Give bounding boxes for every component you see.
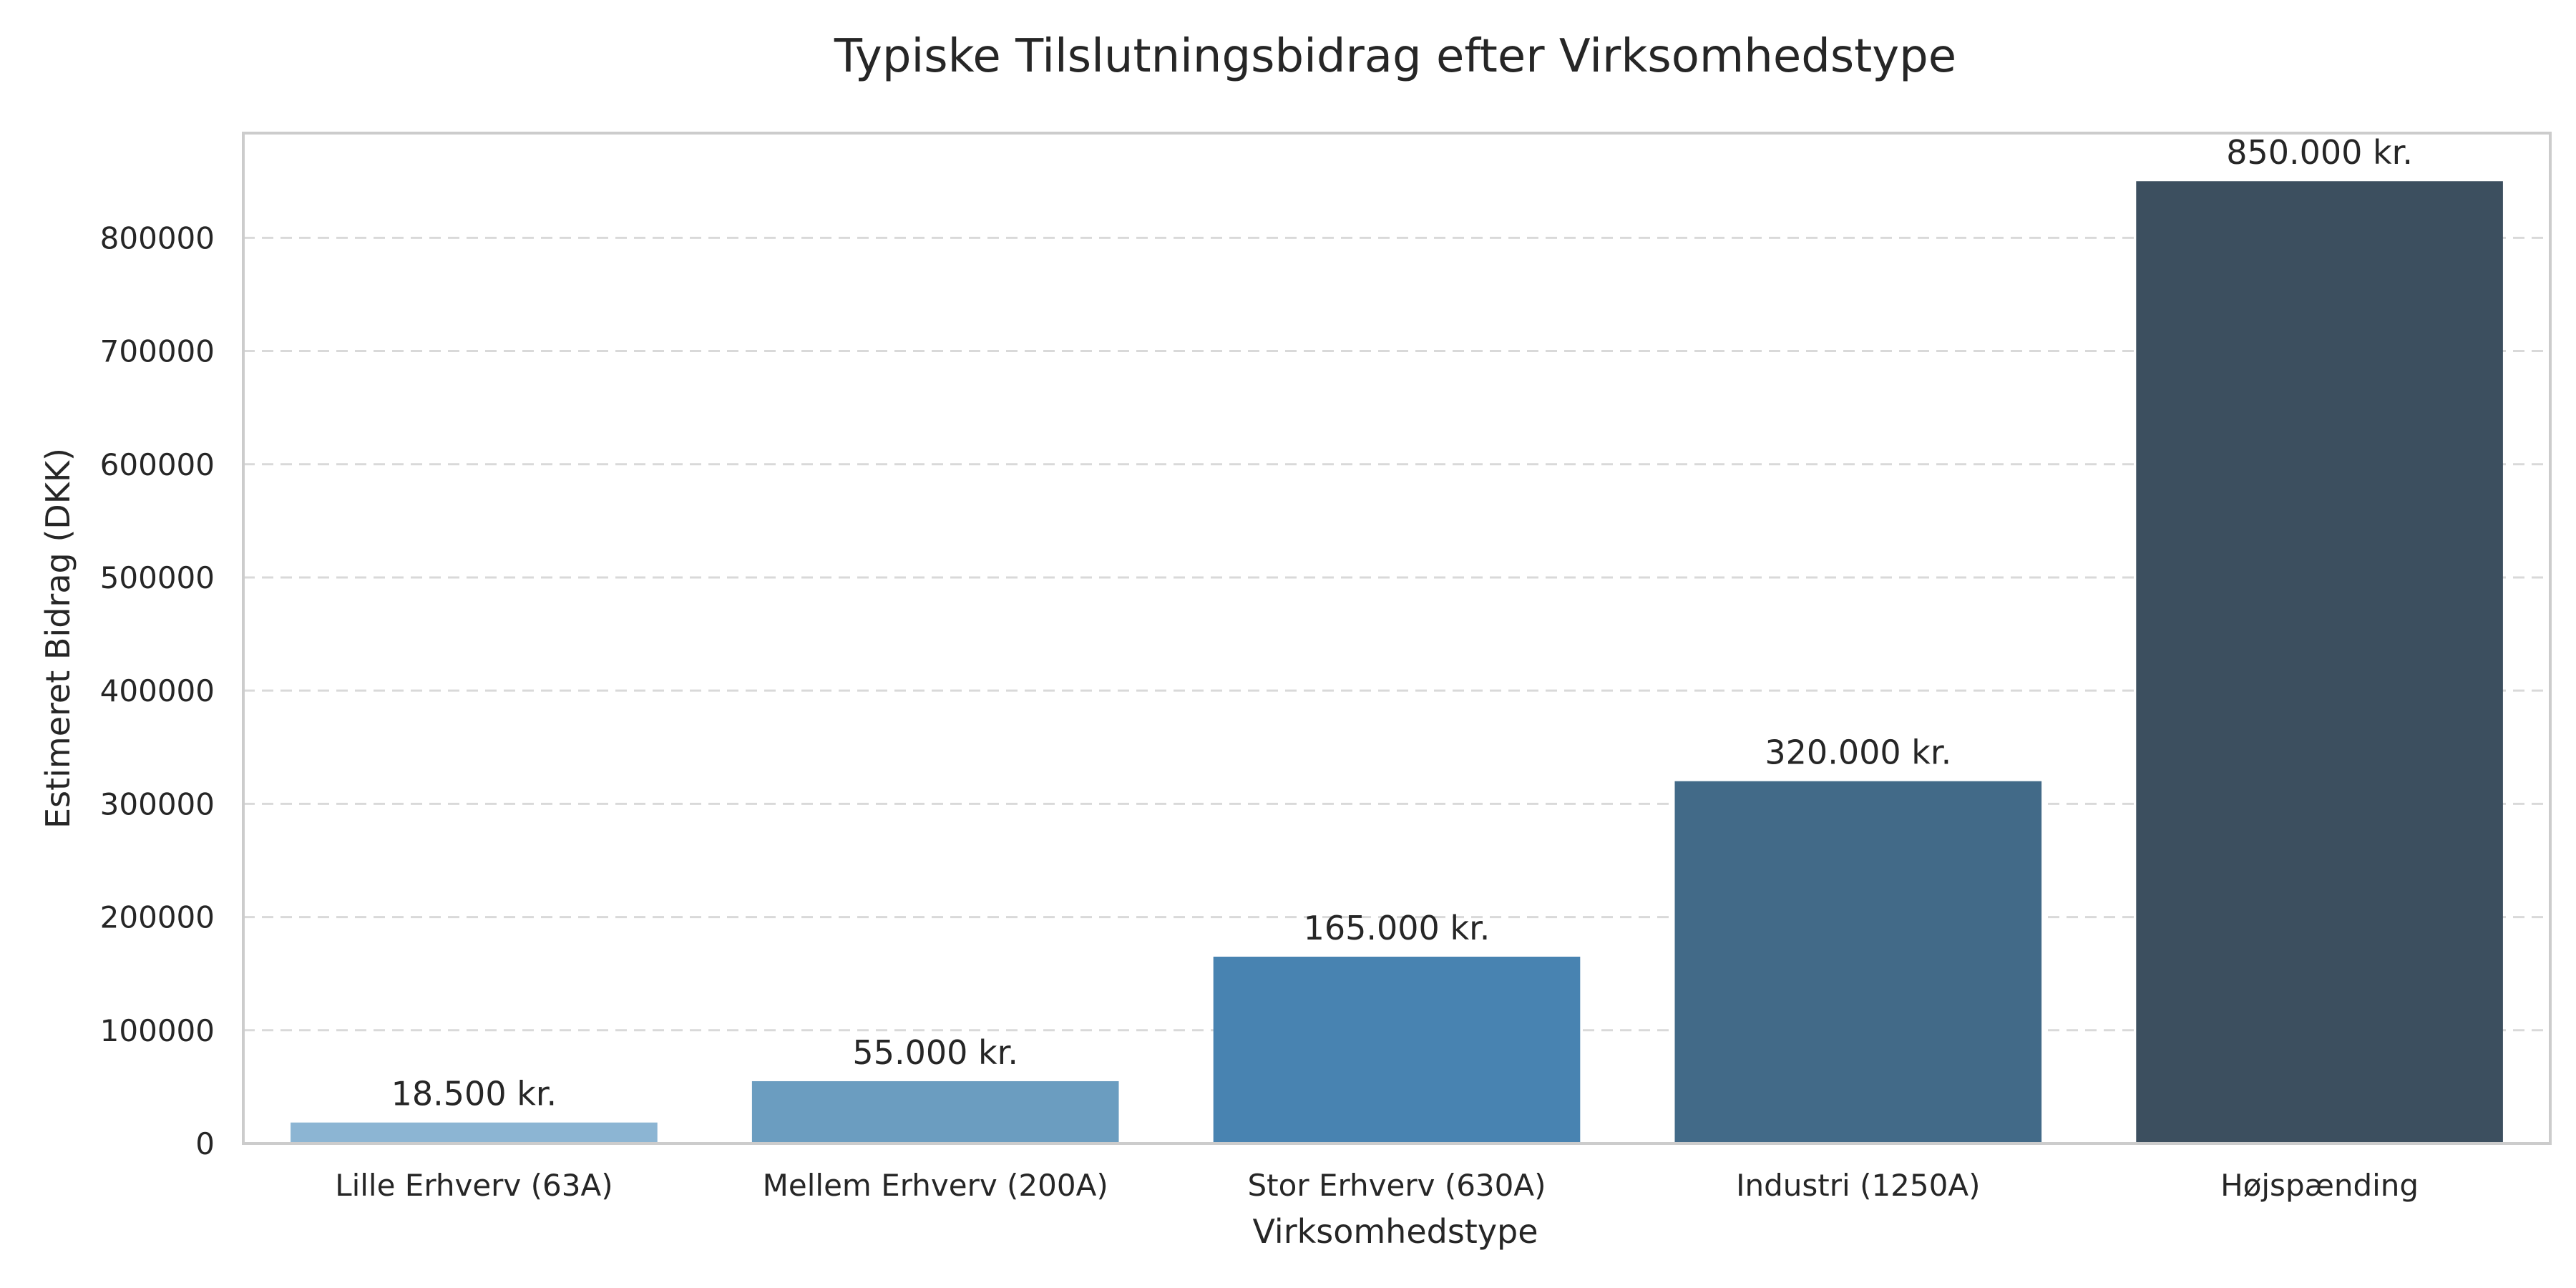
bar <box>2136 181 2503 1144</box>
x-tick-label: Højspænding <box>2220 1168 2419 1203</box>
bar <box>1213 956 1581 1143</box>
x-axis-ticks: Lille Erhverv (63A) Mellem Erhverv (200A)… <box>335 1168 2419 1203</box>
bars <box>291 181 2503 1144</box>
x-tick-label: Mellem Erhverv (200A) <box>763 1168 1108 1203</box>
y-tick-label: 200000 <box>100 900 215 935</box>
x-tick-label: Industri (1250A) <box>1736 1168 1980 1203</box>
y-tick-label: 300000 <box>100 786 215 821</box>
y-axis-ticks: 0 100000 200000 300000 400000 500000 600000 700… <box>100 220 215 1161</box>
data-labels: 18.500 kr. 55.000 kr. 165.000 kr. 320.000 k… <box>391 133 2413 1113</box>
y-axis-label: Estimeret Bidrag (DKK) <box>39 448 77 829</box>
y-tick-label: 400000 <box>100 673 215 708</box>
y-tick-label: 0 <box>195 1126 215 1161</box>
x-tick-label: Stor Erhverv (630A) <box>1248 1168 1546 1203</box>
bar-value-label: 165.000 kr. <box>1304 909 1491 947</box>
bar <box>291 1122 658 1143</box>
bar-value-label: 320.000 kr. <box>1765 733 1951 772</box>
bar <box>1674 781 2042 1143</box>
bar-value-label: 55.000 kr. <box>852 1033 1018 1072</box>
bar-value-label: 850.000 kr. <box>2226 133 2413 172</box>
y-tick-label: 600000 <box>100 447 215 482</box>
y-tick-label: 100000 <box>100 1013 215 1048</box>
chart-title: Typiske Tilslutningsbidrag efter Virksom… <box>834 30 1956 83</box>
plot-frame <box>242 132 2552 1145</box>
y-tick-label: 500000 <box>100 560 215 595</box>
x-axis-label: Virksomhedstype <box>1252 1212 1538 1251</box>
y-tick-label: 800000 <box>100 220 215 255</box>
bar-value-label: 18.500 kr. <box>391 1075 557 1113</box>
y-tick-label: 700000 <box>100 334 215 369</box>
x-tick-label: Lille Erhverv (63A) <box>335 1168 613 1203</box>
bar <box>751 1080 1119 1143</box>
